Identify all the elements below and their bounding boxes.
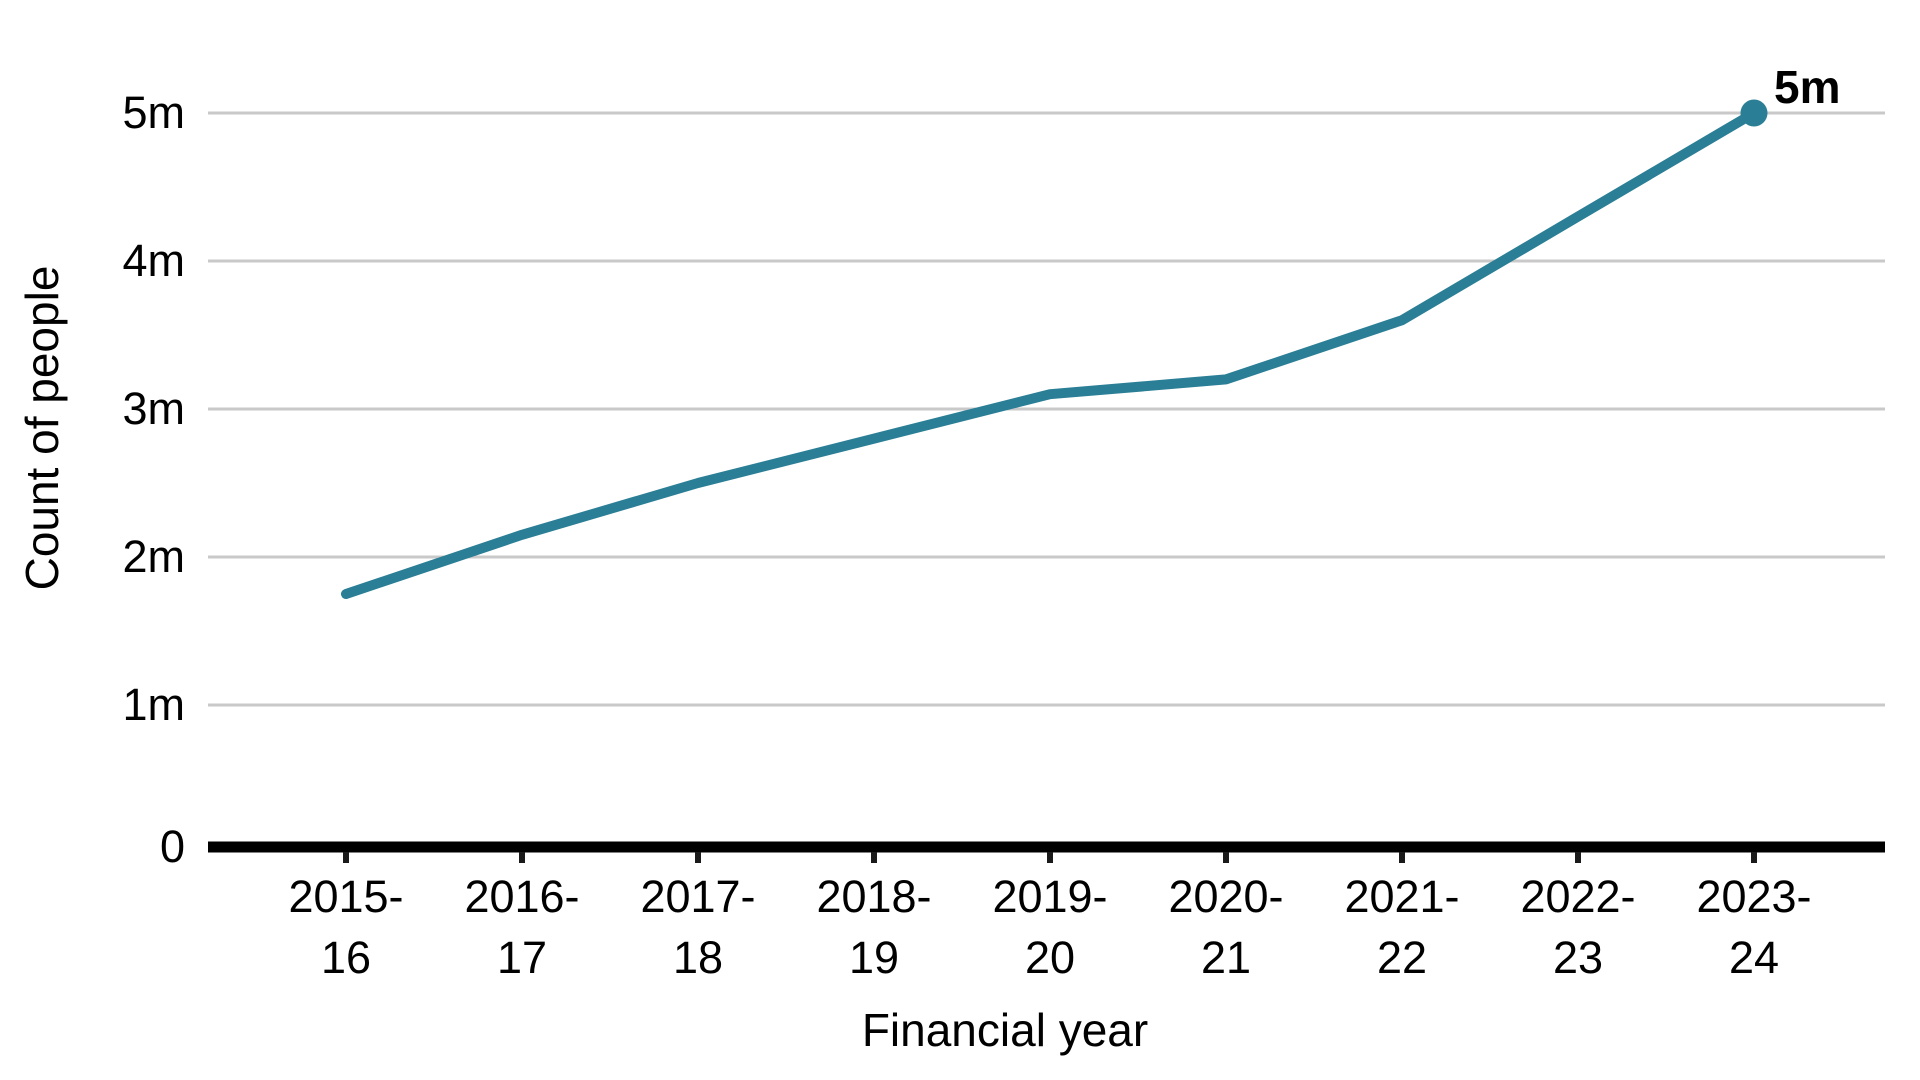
x-tick-label-2016-17: 2016- 17 <box>464 871 580 983</box>
x-tick-label-2020-21: 2020- 21 <box>1168 871 1284 983</box>
data-line-count-of-people <box>341 108 1759 599</box>
x-tick-label-2023-24: 2023- 24 <box>1696 871 1812 983</box>
end-point-marker <box>1740 99 1768 127</box>
y-tick-label-3m: 3m <box>122 383 185 434</box>
x-tick-label-2015-16: 2015- 16 <box>288 871 404 983</box>
y-tick-label-2m: 2m <box>122 531 185 582</box>
x-tick-label-2018-19: 2018- 19 <box>816 871 932 983</box>
x-tick-mark-2018-19 <box>871 852 877 863</box>
y-tick-label-1m: 1m <box>122 679 185 730</box>
x-tick-label-2019-20: 2019- 20 <box>992 871 1108 983</box>
x-tick-label-2017-18: 2017- 18 <box>640 871 756 983</box>
end-point-value-label: 5m <box>1774 61 1841 113</box>
x-tick-label-2022-23: 2022- 23 <box>1520 871 1636 983</box>
x-tick-mark-2023-24 <box>1751 852 1757 863</box>
x-tick-mark-2021-22 <box>1399 852 1405 863</box>
y-tick-label-5m: 5m <box>122 87 185 138</box>
x-tick-mark-2015-16 <box>343 852 349 863</box>
y-tick-label-0: 0 <box>159 821 185 872</box>
x-tick-mark-2016-17 <box>519 852 525 863</box>
x-tick-mark-2019-20 <box>1047 852 1053 863</box>
x-tick-mark-2017-18 <box>695 852 701 863</box>
x-axis-title: Financial year <box>861 1004 1149 1056</box>
x-tick-mark-2020-21 <box>1223 852 1229 863</box>
x-tick-label-2021-22: 2021- 22 <box>1344 871 1460 983</box>
x-tick-mark-2022-23 <box>1575 852 1581 863</box>
y-tick-label-4m: 4m <box>122 235 185 286</box>
